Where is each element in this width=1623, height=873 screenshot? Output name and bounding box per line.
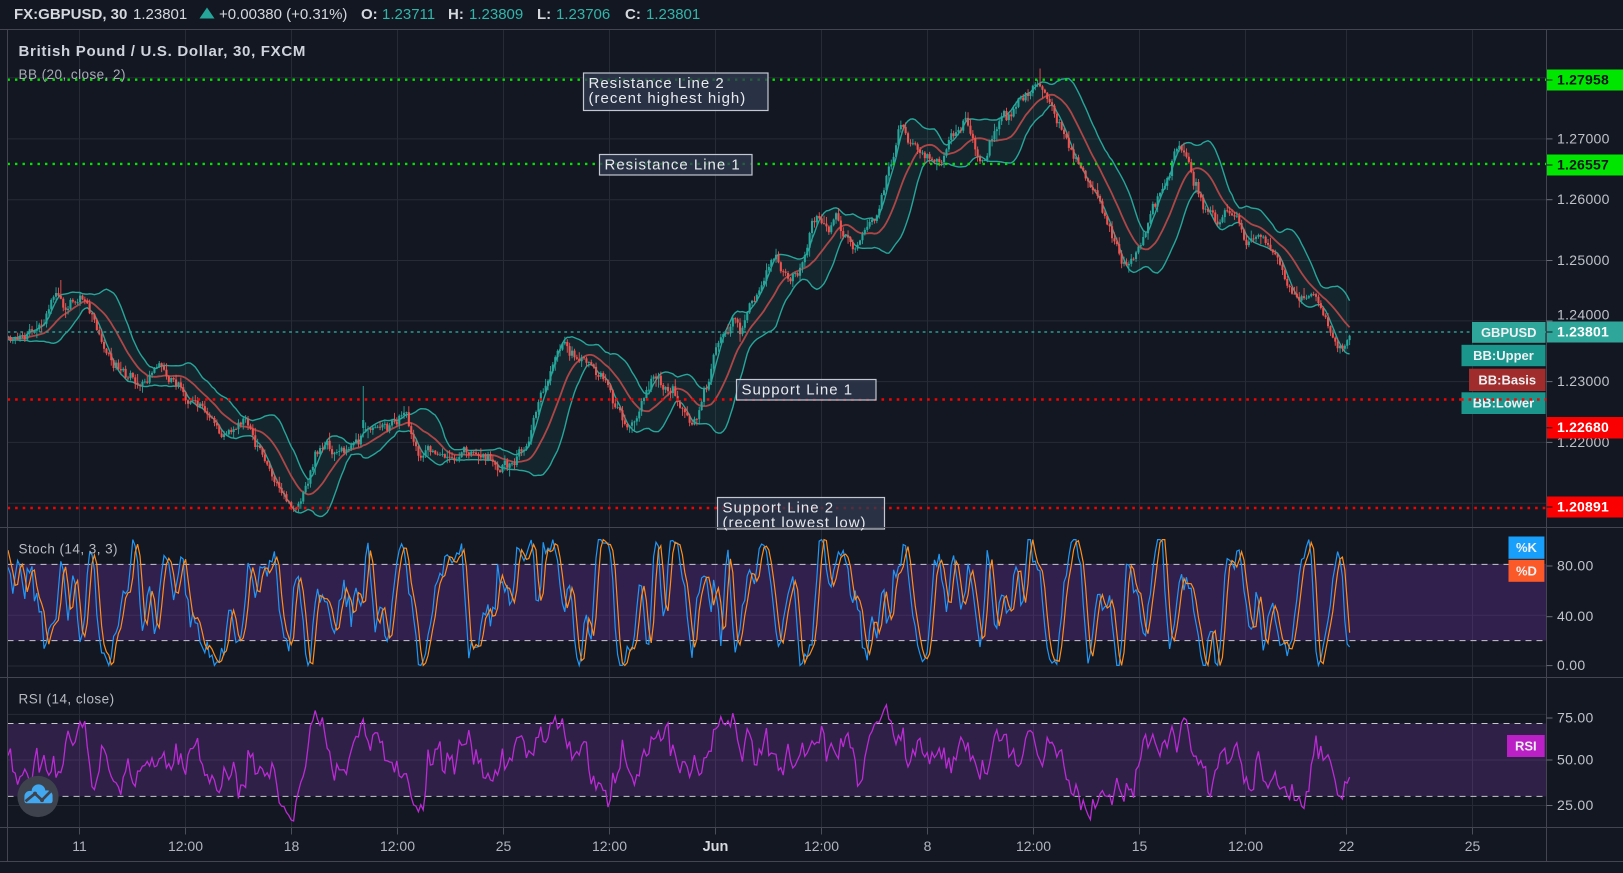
svg-text:1.24000: 1.24000 <box>1557 306 1610 322</box>
svg-text:12:00: 12:00 <box>804 838 839 854</box>
svg-text:18: 18 <box>284 838 300 854</box>
svg-text:Jun: Jun <box>703 839 729 855</box>
svg-text:(recent highest high): (recent highest high) <box>589 90 747 107</box>
svg-text:1.23000: 1.23000 <box>1557 373 1610 389</box>
svg-text:1.22680: 1.22680 <box>1557 419 1609 435</box>
svg-text:Stoch (14, 3, 3): Stoch (14, 3, 3) <box>19 542 119 557</box>
svg-text:22: 22 <box>1339 838 1355 854</box>
svg-text:FX:GBPUSD, 30: FX:GBPUSD, 30 <box>14 6 127 23</box>
svg-text:H:: H: <box>448 6 464 23</box>
svg-text:8: 8 <box>924 838 932 854</box>
svg-text:1.23801: 1.23801 <box>133 6 187 23</box>
svg-text:1.26557: 1.26557 <box>1557 157 1609 173</box>
svg-text:1.27000: 1.27000 <box>1557 130 1610 146</box>
svg-text:RSI: RSI <box>1515 739 1537 754</box>
svg-text:BB:Basis: BB:Basis <box>1478 372 1536 387</box>
svg-text:O:: O: <box>361 6 378 23</box>
svg-text:1.26000: 1.26000 <box>1557 191 1610 207</box>
svg-text:Support Line 1: Support Line 1 <box>742 382 854 399</box>
svg-text:GBPUSD: GBPUSD <box>1481 325 1537 340</box>
svg-text:1.23706: 1.23706 <box>556 6 610 23</box>
svg-text:L:: L: <box>537 6 551 23</box>
svg-text:1.25000: 1.25000 <box>1557 252 1610 268</box>
svg-text:BB:Upper: BB:Upper <box>1473 348 1534 363</box>
svg-text:12:00: 12:00 <box>380 838 415 854</box>
svg-text:BB:Lower: BB:Lower <box>1473 396 1534 411</box>
svg-text:British Pound / U.S. Dollar, 3: British Pound / U.S. Dollar, 30, FXCM <box>19 43 307 60</box>
svg-text:%K: %K <box>1516 540 1538 555</box>
svg-text:Support Line 2: Support Line 2 <box>723 500 835 517</box>
svg-text:1.20891: 1.20891 <box>1557 499 1609 515</box>
svg-text:RSI (14, close): RSI (14, close) <box>19 692 115 707</box>
svg-text:25.00: 25.00 <box>1557 797 1594 813</box>
svg-text:80.00: 80.00 <box>1557 558 1594 574</box>
svg-text:11: 11 <box>72 838 87 854</box>
svg-text:1.23801: 1.23801 <box>646 6 700 23</box>
svg-text:15: 15 <box>1132 838 1148 854</box>
svg-text:12:00: 12:00 <box>1228 838 1263 854</box>
svg-text:0.00: 0.00 <box>1557 657 1585 673</box>
svg-text:BB (20, close, 2): BB (20, close, 2) <box>19 67 126 82</box>
svg-text:25: 25 <box>1465 838 1481 854</box>
svg-text:Resistance Line 1: Resistance Line 1 <box>605 157 741 174</box>
svg-text:C:: C: <box>625 6 641 23</box>
svg-text:50.00: 50.00 <box>1557 752 1594 768</box>
svg-text:1.23801: 1.23801 <box>1557 324 1609 340</box>
svg-text:12:00: 12:00 <box>592 838 627 854</box>
svg-text:Resistance Line 2: Resistance Line 2 <box>589 75 725 92</box>
svg-text:%D: %D <box>1516 563 1537 578</box>
svg-text:12:00: 12:00 <box>168 838 203 854</box>
svg-text:25: 25 <box>496 838 512 854</box>
svg-text:12:00: 12:00 <box>1016 838 1051 854</box>
svg-text:+0.00380 (+0.31%): +0.00380 (+0.31%) <box>219 6 347 23</box>
svg-text:40.00: 40.00 <box>1557 608 1594 624</box>
svg-text:1.23711: 1.23711 <box>382 6 435 23</box>
svg-text:(recent lowest low): (recent lowest low) <box>723 514 867 531</box>
svg-text:1.27958: 1.27958 <box>1557 72 1609 88</box>
svg-text:1.23809: 1.23809 <box>469 6 523 23</box>
svg-text:75.00: 75.00 <box>1557 710 1594 726</box>
